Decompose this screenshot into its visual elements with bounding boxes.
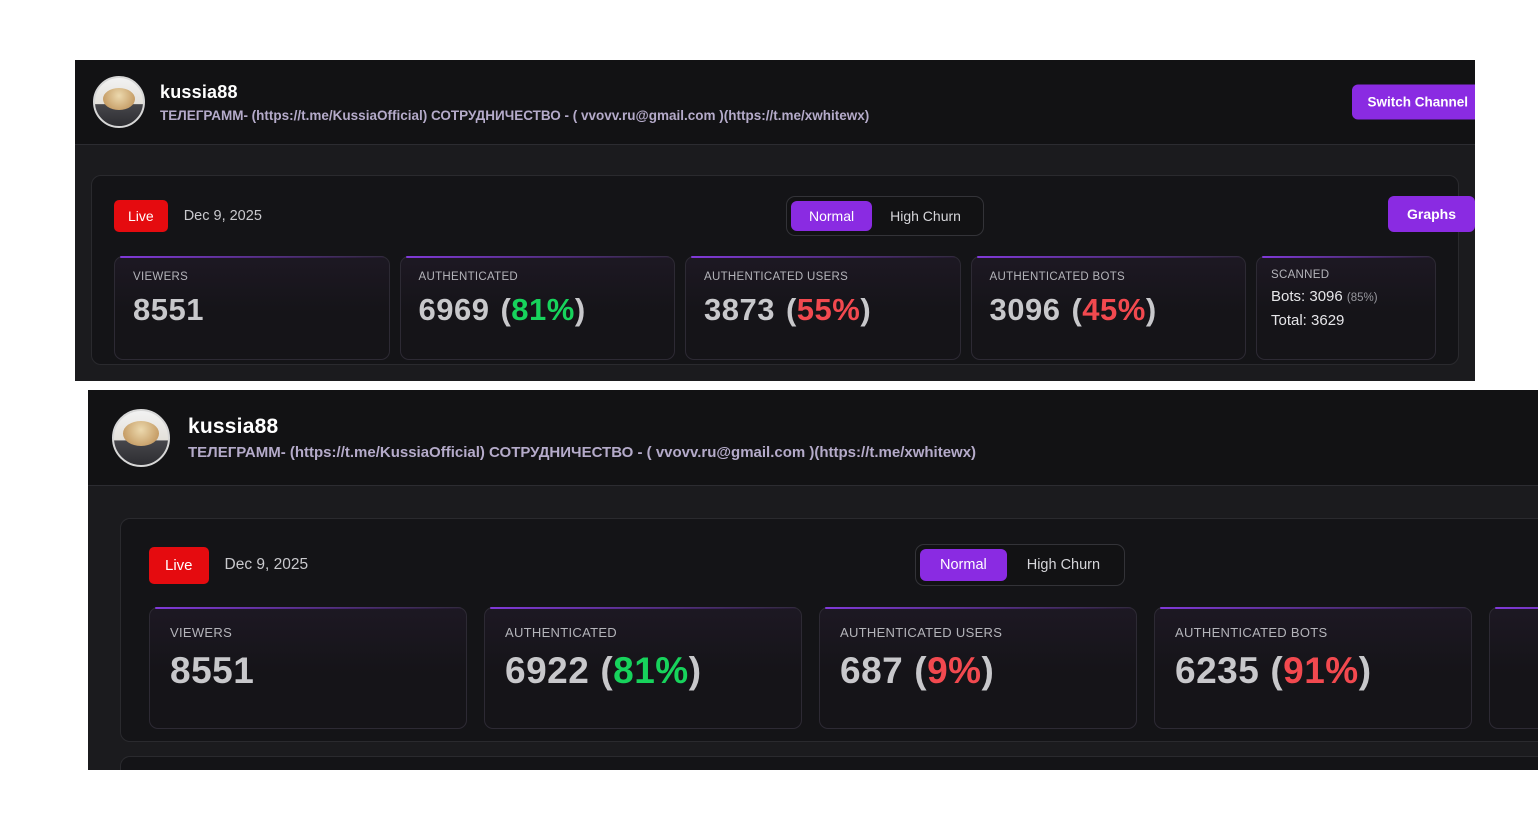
stat-value: 6922 xyxy=(505,650,590,691)
dashboard-panel-top: kussia88 ТЕЛЕГРАММ- (https://t.me/Kussia… xyxy=(75,60,1475,381)
paren: ) xyxy=(981,650,995,691)
channel-avatar xyxy=(93,76,145,128)
stat-value: 3873 xyxy=(704,292,775,327)
stats-card: Live Dec 9, 2025 Normal High Churn Graph… xyxy=(91,175,1475,365)
stat-value: 6235 xyxy=(1175,650,1260,691)
mode-toggle: Normal High Churn xyxy=(915,544,1126,586)
paren: ( xyxy=(914,650,928,691)
stats-card: Live Dec 9, 2025 Normal High Churn VIEWE… xyxy=(120,518,1538,742)
stat-label: AUTHENTICATED BOTS xyxy=(1175,625,1328,640)
paren: ( xyxy=(1071,292,1083,327)
stat-card-authenticated-bots: AUTHENTICATED BOTS 3096 (45%) xyxy=(970,256,1246,360)
channel-description: ТЕЛЕГРАММ- (https://t.me/KussiaOfficial)… xyxy=(160,107,870,123)
live-badge: Live xyxy=(149,546,209,584)
stat-value: 3096 xyxy=(989,292,1061,327)
paren: ) xyxy=(1145,292,1157,327)
stat-percent: 81% xyxy=(613,650,689,691)
stat-label: AUTHENTICATED xyxy=(505,625,617,640)
stats-row: VIEWERS 8551 AUTHENTICATED 6922 (81%) AUT… xyxy=(149,607,1538,729)
paren: ( xyxy=(500,292,512,327)
stat-percent: 9% xyxy=(927,650,982,691)
dashboard-panel-bottom: kussia88 ТЕЛЕГРАММ- (https://t.me/Kussia… xyxy=(88,390,1538,770)
scanned-total-value: Total: 3629 xyxy=(1271,312,1345,329)
channel-info: kussia88 ТЕЛЕГРАММ- (https://t.me/Kussia… xyxy=(160,82,869,123)
channel-username: kussia88 xyxy=(160,81,238,102)
stat-percent: 81% xyxy=(511,292,575,327)
channel-description: ТЕЛЕГРАММ- (https://t.me/KussiaOfficial)… xyxy=(188,443,977,461)
stat-card-authenticated: AUTHENTICATED 6969 (81%) xyxy=(399,256,675,360)
paren: ) xyxy=(1358,650,1372,691)
stat-percent: 45% xyxy=(1082,292,1146,327)
stat-card-authenticated-users: AUTHENTICATED USERS 3873 (55%) xyxy=(685,256,961,360)
stat-card-scanned: SCANNED Bots: 3096 (85%) Total: 3629 xyxy=(1256,256,1436,360)
channel-header: kussia88 ТЕЛЕГРАММ- (https://t.me/Kussia… xyxy=(88,390,1538,486)
toggle-normal-button[interactable]: Normal xyxy=(791,201,873,231)
stat-label: AUTHENTICATED BOTS xyxy=(989,271,1126,283)
stat-percent: 91% xyxy=(1283,650,1359,691)
toggle-high-churn-button[interactable]: High Churn xyxy=(872,201,979,231)
channel-header: kussia88 ТЕЛЕГРАММ- (https://t.me/Kussia… xyxy=(75,60,1475,145)
paren: ( xyxy=(600,650,614,691)
toggle-high-churn-button[interactable]: High Churn xyxy=(1007,549,1120,581)
paren: ) xyxy=(688,650,702,691)
stat-value: 8551 xyxy=(133,292,204,327)
date-label: Dec 9, 2025 xyxy=(183,208,262,224)
stats-row: VIEWERS 8551 AUTHENTICATED 6969 (81%) AUT… xyxy=(114,256,1436,360)
stat-card-viewers: VIEWERS 8551 xyxy=(114,256,390,360)
status-row: Live Dec 9, 2025 Normal High Churn Graph… xyxy=(114,196,1475,236)
stat-value: 8551 xyxy=(170,650,255,691)
paren: ) xyxy=(574,292,586,327)
stat-label: AUTHENTICATED USERS xyxy=(704,271,849,283)
toggle-normal-button[interactable]: Normal xyxy=(920,549,1007,581)
stat-value: 6969 xyxy=(418,292,490,327)
mode-toggle: Normal High Churn xyxy=(786,196,984,236)
stat-percent: 55% xyxy=(796,292,861,327)
paren: ( xyxy=(1270,650,1284,691)
stat-card-authenticated-users: AUTHENTICATED USERS 687 (9%) xyxy=(819,607,1137,729)
switch-channel-button[interactable]: Switch Channel xyxy=(1352,84,1475,120)
paren: ) xyxy=(860,292,872,327)
channel-username: kussia88 xyxy=(188,414,279,438)
stat-label: AUTHENTICATED xyxy=(418,271,519,283)
status-row: Live Dec 9, 2025 Normal High Churn xyxy=(149,544,1538,586)
date-label: Dec 9, 2025 xyxy=(224,556,309,573)
live-badge: Live xyxy=(114,200,168,232)
scanned-bots-percent: (85%) xyxy=(1346,292,1378,304)
stat-value: 687 xyxy=(840,650,904,691)
graphs-button[interactable]: Graphs xyxy=(1387,196,1475,232)
stat-card-partial xyxy=(1489,607,1538,729)
stat-label: VIEWERS xyxy=(133,271,189,283)
stat-label: VIEWERS xyxy=(170,625,233,640)
stat-card-authenticated-bots: AUTHENTICATED BOTS 6235 (91%) xyxy=(1154,607,1472,729)
stat-card-viewers: VIEWERS 8551 xyxy=(149,607,467,729)
paren: ( xyxy=(785,292,797,327)
stat-label: SCANNED xyxy=(1271,269,1330,281)
channel-info: kussia88 ТЕЛЕГРАММ- (https://t.me/Kussia… xyxy=(188,415,976,461)
stat-card-authenticated: AUTHENTICATED 6922 (81%) xyxy=(484,607,802,729)
scanned-bots-value: Bots: 3096 xyxy=(1271,288,1343,305)
channel-avatar xyxy=(112,408,170,467)
next-card-edge xyxy=(120,756,1538,770)
stat-label: AUTHENTICATED USERS xyxy=(840,625,1003,640)
